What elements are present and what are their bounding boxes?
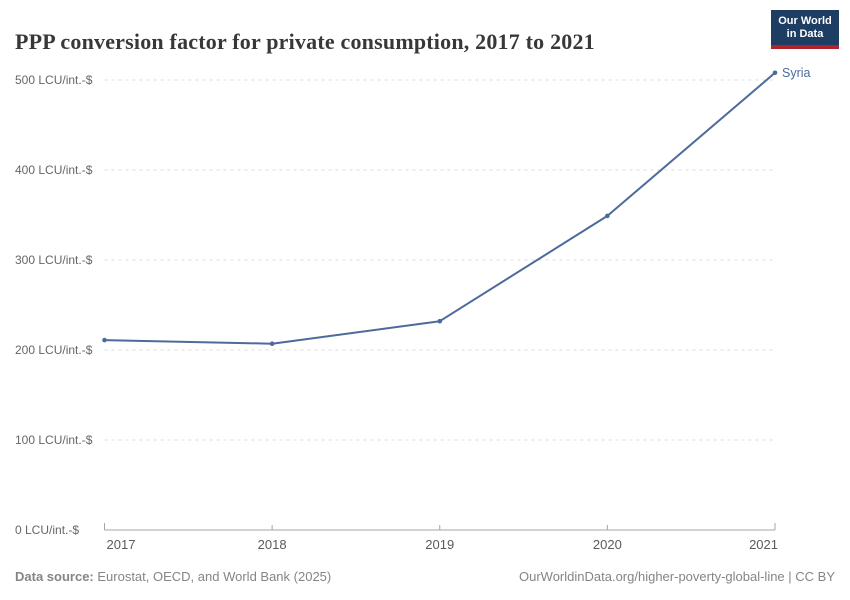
x-tick-label: 2020 (593, 537, 622, 552)
x-tick-label: 2019 (425, 537, 454, 552)
chart-footer: Data source: Eurostat, OECD, and World B… (15, 569, 835, 584)
data-source-text: Eurostat, OECD, and World Bank (2025) (93, 569, 332, 584)
y-tick-label: 200 LCU/int.-$ (15, 343, 93, 357)
data-source-label: Data source: (15, 569, 94, 584)
x-tick-label: 2018 (258, 537, 287, 552)
chart-title: PPP conversion factor for private consum… (15, 28, 595, 54)
data-point-2020 (605, 213, 610, 219)
x-tick-label: 2017 (107, 537, 136, 552)
y-tick-label: 100 LCU/int.-$ (15, 433, 93, 447)
y-tick-label: 300 LCU/int.-$ (15, 253, 93, 267)
owid-logo: Our World in Data (771, 10, 839, 49)
data-source-note: Data source: Eurostat, OECD, and World B… (15, 569, 331, 584)
x-tick-label: 2021 (749, 537, 778, 552)
data-line-syria (103, 71, 776, 345)
y-tick-label: 0 LCU/int.-$ (15, 523, 79, 537)
data-point-2019 (437, 318, 443, 324)
owid-logo-line2: in Data (786, 27, 824, 40)
data-point-2021 (772, 70, 778, 76)
series-end-label: Syria (782, 66, 811, 80)
y-tick-label: 400 LCU/int.-$ (15, 163, 93, 177)
data-point-2018 (269, 341, 275, 347)
y-tick-label: 500 LCU/int.-$ (15, 73, 93, 87)
attribution-text: OurWorldinData.org/higher-poverty-global… (519, 569, 835, 584)
data-point-2017 (102, 337, 107, 343)
owid-logo-line1: Our World (778, 14, 832, 27)
